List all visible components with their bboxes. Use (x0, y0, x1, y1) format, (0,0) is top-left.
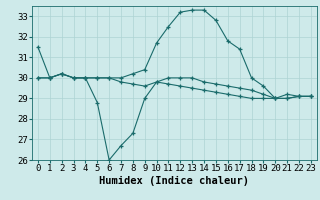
X-axis label: Humidex (Indice chaleur): Humidex (Indice chaleur) (100, 176, 249, 186)
